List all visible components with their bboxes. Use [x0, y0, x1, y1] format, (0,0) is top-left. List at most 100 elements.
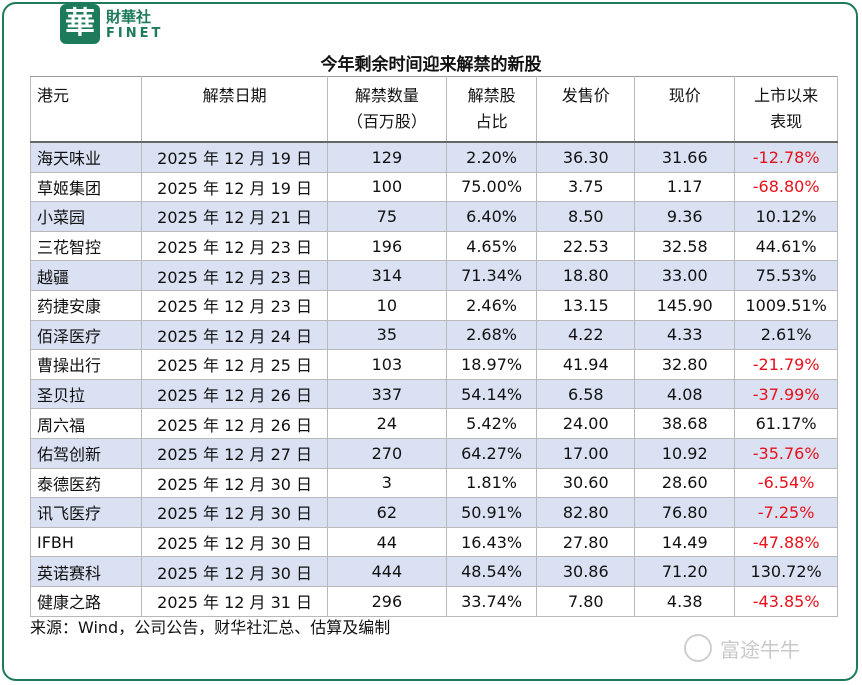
cell-ipo-price: 18.80: [536, 260, 636, 291]
cell-ipo-price: 6.58: [536, 378, 636, 410]
header-performance: 上市以来 表现: [734, 76, 838, 143]
cell-ratio: 71.34%: [445, 260, 538, 291]
cell-date: 2025 年 12 月 30 日: [141, 467, 328, 499]
cell-name: 健康之路: [29, 585, 143, 617]
cell-name: IFBH: [29, 526, 143, 558]
cell-performance: 75.53%: [734, 260, 838, 291]
cell-qty: 129: [326, 140, 447, 173]
cell-current-price: 1.17: [634, 171, 736, 203]
header-ipo-price: 发售价: [536, 76, 636, 143]
cell-qty: 3: [326, 467, 447, 499]
table-row: 佰泽医疗 2025 年 12 月 24 日 35 2.68% 4.22 4.33 2.61%: [29, 319, 838, 351]
cell-ratio: 4.65%: [445, 230, 538, 262]
cell-name: 圣贝拉: [29, 378, 143, 410]
cell-performance: -68.80%: [734, 171, 838, 203]
header-name: 港元: [29, 76, 143, 143]
cell-qty: 196: [326, 230, 447, 262]
finet-logo: 華 財華社 FINET: [60, 4, 170, 48]
table-row: 越疆 2025 年 12 月 23 日 314 71.34% 18.80 33.00 75.…: [29, 260, 838, 291]
cell-ratio: 16.43%: [445, 526, 538, 558]
table-row: 草姬集团 2025 年 12 月 19 日 100 75.00% 3.75 1.17 -68…: [29, 171, 838, 203]
cell-current-price: 32.80: [634, 349, 736, 380]
cell-performance: -7.25%: [734, 497, 838, 528]
cell-name: 三花智控: [29, 230, 143, 262]
cell-current-price: 4.33: [634, 319, 736, 351]
cell-name: 海天味业: [29, 140, 143, 173]
cell-ratio: 5.42%: [445, 408, 538, 439]
cell-current-price: 28.60: [634, 467, 736, 499]
cell-performance: 2.61%: [734, 319, 838, 351]
cell-date: 2025 年 12 月 23 日: [141, 260, 328, 291]
cell-date: 2025 年 12 月 21 日: [141, 201, 328, 232]
table-row: 海天味业 2025 年 12 月 19 日 129 2.20% 36.30 31.66 -1…: [29, 140, 838, 173]
cell-current-price: 4.08: [634, 378, 736, 410]
cell-qty: 314: [326, 260, 447, 291]
cell-name: 曹操出行: [29, 349, 143, 380]
cell-ratio: 1.81%: [445, 467, 538, 499]
table-row: 英诺赛科 2025 年 12 月 30 日 444 48.54% 30.86 71.20 1…: [29, 556, 838, 587]
table-row: 圣贝拉 2025 年 12 月 26 日 337 54.14% 6.58 4.08 -37.…: [29, 378, 838, 410]
cell-ratio: 54.14%: [445, 378, 538, 410]
cell-current-price: 4.38: [634, 585, 736, 617]
cell-current-price: 32.58: [634, 230, 736, 262]
futu-watermark: 富途牛牛: [684, 632, 844, 662]
futu-watermark-text: 富途牛牛: [720, 638, 800, 662]
cell-ipo-price: 82.80: [536, 497, 636, 528]
cell-qty: 44: [326, 526, 447, 558]
table-row: 健康之路 2025 年 12 月 31 日 296 33.74% 7.80 4.38 -43…: [29, 585, 838, 617]
cell-ipo-price: 41.94: [536, 349, 636, 380]
cell-name: 讯飞医疗: [29, 497, 143, 528]
header-date: 解禁日期: [141, 76, 328, 143]
cell-qty: 296: [326, 585, 447, 617]
cell-current-price: 31.66: [634, 140, 736, 173]
cell-current-price: 14.49: [634, 526, 736, 558]
cell-date: 2025 年 12 月 23 日: [141, 289, 328, 321]
cell-ipo-price: 30.60: [536, 467, 636, 499]
cell-ipo-price: 22.53: [536, 230, 636, 262]
cell-ratio: 2.20%: [445, 140, 538, 173]
cell-ratio: 48.54%: [445, 556, 538, 587]
cell-date: 2025 年 12 月 30 日: [141, 497, 328, 528]
cell-performance: -12.78%: [734, 140, 838, 173]
cell-ratio: 6.40%: [445, 201, 538, 232]
finet-logo-name-en: FINET: [106, 26, 164, 41]
cell-name: 小菜园: [29, 201, 143, 232]
finet-logo-name-cn: 財華社: [106, 8, 152, 26]
cell-qty: 24: [326, 408, 447, 439]
cell-name: 药捷安康: [29, 289, 143, 321]
cell-ratio: 64.27%: [445, 437, 538, 469]
cell-ipo-price: 7.80: [536, 585, 636, 617]
cell-qty: 444: [326, 556, 447, 587]
header-current-price: 现价: [634, 76, 736, 143]
cell-qty: 337: [326, 378, 447, 410]
cell-name: 周六福: [29, 408, 143, 439]
cell-current-price: 71.20: [634, 556, 736, 587]
lockup-expiry-table: 港元 解禁日期 解禁数量 （百万股） 解禁股 占比 发售价 现价 上市以来 表现 海天…: [29, 76, 838, 617]
cell-ipo-price: 36.30: [536, 140, 636, 173]
cell-ipo-price: 17.00: [536, 437, 636, 469]
cell-ipo-price: 30.86: [536, 556, 636, 587]
cell-performance: 1009.51%: [734, 289, 838, 321]
cell-date: 2025 年 12 月 30 日: [141, 526, 328, 558]
cell-ratio: 18.97%: [445, 349, 538, 380]
table-row: 泰德医药 2025 年 12 月 30 日 3 1.81% 30.60 28.60 -6.5…: [29, 467, 838, 499]
cell-ipo-price: 13.15: [536, 289, 636, 321]
cell-ipo-price: 3.75: [536, 171, 636, 203]
cell-date: 2025 年 12 月 26 日: [141, 408, 328, 439]
cell-name: 草姬集团: [29, 171, 143, 203]
futu-logo-icon: [684, 634, 712, 662]
cell-date: 2025 年 12 月 31 日: [141, 585, 328, 617]
cell-date: 2025 年 12 月 30 日: [141, 556, 328, 587]
cell-performance: -35.76%: [734, 437, 838, 469]
cell-ratio: 50.91%: [445, 497, 538, 528]
cell-qty: 75: [326, 201, 447, 232]
cell-performance: -37.99%: [734, 378, 838, 410]
cell-qty: 10: [326, 289, 447, 321]
cell-name: 佑驾创新: [29, 437, 143, 469]
cell-current-price: 33.00: [634, 260, 736, 291]
cell-qty: 103: [326, 349, 447, 380]
table-row: 周六福 2025 年 12 月 26 日 24 5.42% 24.00 38.68 61.1…: [29, 408, 838, 439]
cell-performance: -43.85%: [734, 585, 838, 617]
cell-name: 英诺赛科: [29, 556, 143, 587]
